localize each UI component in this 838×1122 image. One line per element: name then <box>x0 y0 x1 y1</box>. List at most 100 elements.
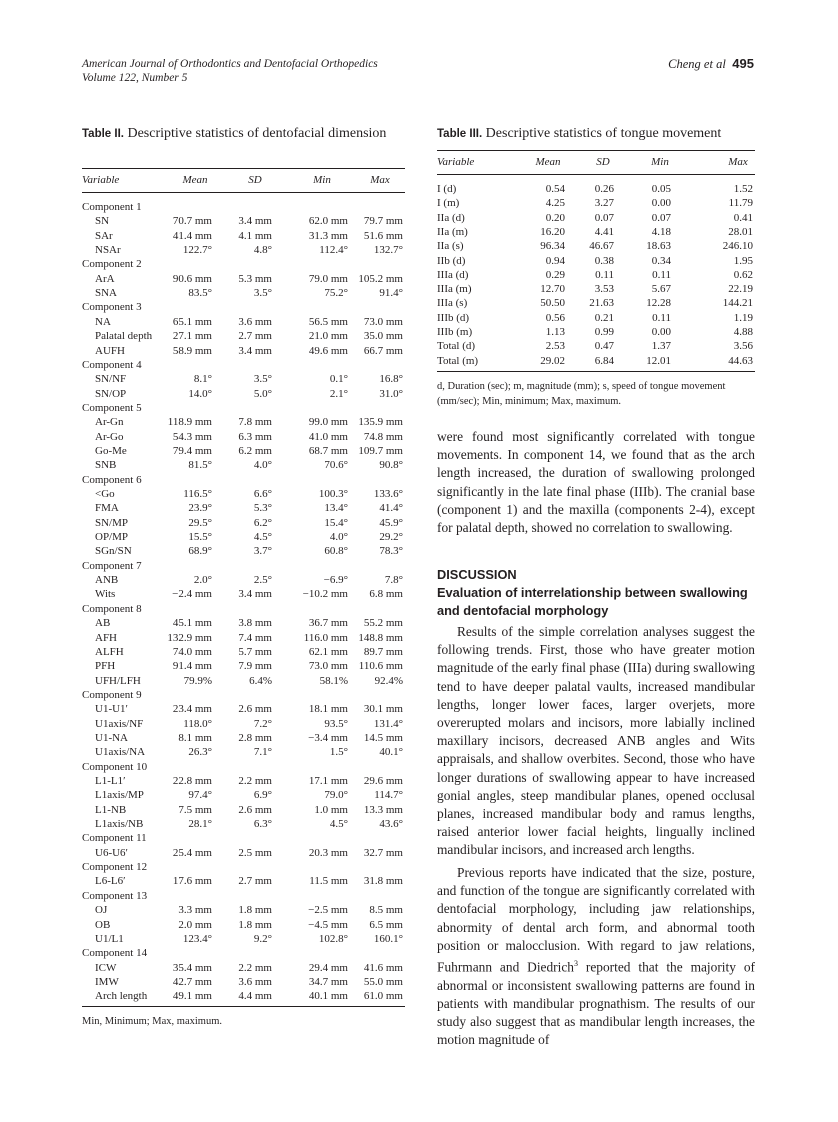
row-label: Arch length <box>95 990 148 1003</box>
table-cell: 7.2° <box>253 717 272 730</box>
table-cell: 34.7 mm <box>308 975 348 988</box>
table-cell: 79.9% <box>183 674 212 687</box>
group-label: Component 11 <box>82 832 147 845</box>
table-cell: 79.0° <box>324 789 348 802</box>
table-cell: 122.7° <box>182 244 212 257</box>
table-cell: 43.6° <box>379 818 403 831</box>
table-cell: 92.4% <box>374 674 403 687</box>
table-cell: 135.9 mm <box>358 416 403 429</box>
volume: Volume 122, Number 5 <box>82 72 188 84</box>
table-cell: 1.5° <box>329 746 348 759</box>
table-cell: 58.9 mm <box>172 344 212 357</box>
table-cell: 44.63 <box>728 354 753 367</box>
table-rule <box>437 150 755 151</box>
table-cell: 144.21 <box>722 297 753 310</box>
group-label: Component 6 <box>82 473 142 486</box>
table-cell: 54.3 mm <box>172 430 212 443</box>
column-header: SD <box>248 174 262 186</box>
table-cell: 25.4 mm <box>172 846 212 859</box>
table-cell: 2.2 mm <box>238 775 272 787</box>
table-cell: 4.5° <box>329 818 348 831</box>
table-cell: 6.2 mm <box>238 444 272 457</box>
table-cell: 118.0° <box>183 717 212 730</box>
table-cell: 29.5° <box>188 516 212 529</box>
row-label: SNA <box>95 287 118 300</box>
row-label: SNB <box>95 459 117 472</box>
table-cell: 41.0 mm <box>308 430 348 443</box>
table-cell: 0.29 <box>545 268 565 281</box>
table-cell: 14.0° <box>188 387 212 400</box>
table-cell: 4.88 <box>733 326 753 338</box>
table-cell: 50.50 <box>540 297 565 310</box>
row-label: SAr <box>95 229 113 242</box>
table-rule <box>82 1006 405 1008</box>
table-cell: 74.8 mm <box>363 430 403 443</box>
table-cell: 3.6 mm <box>238 975 272 988</box>
table-cell: 28.1° <box>188 818 212 831</box>
table-cell: 81.5° <box>188 459 212 472</box>
table-cell: 6.3° <box>253 818 272 831</box>
table-cell: 70.7 mm <box>172 215 212 228</box>
table-cell: 2.53 <box>545 340 565 353</box>
table2-caption: Table II. Descriptive statistics of dent… <box>82 125 402 143</box>
table-cell: 3.5° <box>253 287 272 300</box>
table-cell: 56.5 mm <box>308 315 348 328</box>
table-cell: 15.4° <box>324 516 348 529</box>
table-cell: 116.5° <box>183 488 212 500</box>
table-cell: 6.9° <box>253 789 272 802</box>
table-cell: 3.4 mm <box>238 588 272 601</box>
table-cell: 18.1 mm <box>308 703 348 716</box>
table-cell: 16.20 <box>540 225 565 238</box>
table-cell: 102.8° <box>318 932 348 945</box>
row-label: SN/NF <box>95 373 127 386</box>
row-label: Ar-Gn <box>95 416 124 429</box>
paragraph: Previous reports have indicated that the… <box>437 864 755 1050</box>
table-cell: 79.4 mm <box>172 444 212 457</box>
text: reported that the majority of abnormal o… <box>437 959 755 1048</box>
table-cell: 5.3 mm <box>238 272 272 285</box>
table-cell: 4.4 mm <box>238 990 272 1003</box>
table-cell: 41.6 mm <box>363 961 403 974</box>
group-label: Component 5 <box>82 401 142 414</box>
table-cell: 41.4° <box>379 502 403 515</box>
table-cell: 3.7° <box>253 545 272 558</box>
table-cell: 23.9° <box>188 502 212 515</box>
table-cell: 110.6 mm <box>358 660 403 673</box>
table-cell: 112.4° <box>319 244 348 257</box>
table-cell: 68.7 mm <box>308 444 348 457</box>
row-label: IIIb (d) <box>437 311 470 324</box>
table-cell: 29.4 mm <box>308 961 348 974</box>
table-cell: 17.1 mm <box>308 775 348 787</box>
row-label: Total (d) <box>437 340 476 353</box>
table-cell: 6.84 <box>594 354 614 367</box>
row-label: FMA <box>95 502 119 515</box>
table-cell: 131.4° <box>373 717 403 730</box>
table-cell: 23.4 mm <box>172 703 212 716</box>
citation: 3 <box>574 959 578 969</box>
table-cell: 148.8 mm <box>358 631 403 644</box>
table-cell: 0.05 <box>651 183 671 195</box>
table-cell: 3.8 mm <box>238 617 272 630</box>
table-cell: 6.4% <box>249 674 272 687</box>
table-cell: 91.4 mm <box>172 660 212 673</box>
group-label: Component 1 <box>82 201 142 213</box>
table-cell: 3.5° <box>253 373 272 386</box>
table-cell: 3.56 <box>733 340 753 353</box>
table-cell: 18.63 <box>646 240 671 253</box>
table-cell: 7.4 mm <box>238 631 272 644</box>
table-cell: 132.9 mm <box>167 631 212 644</box>
group-label: Component 14 <box>82 947 148 960</box>
table-cell: 45.9° <box>379 516 403 529</box>
table-cell: 3.4 mm <box>238 215 272 228</box>
group-label: Component 10 <box>82 760 148 773</box>
table-cell: 0.34 <box>651 254 671 267</box>
row-label: ArA <box>95 272 115 285</box>
table-cell: 40.1° <box>379 746 403 759</box>
group-label: Component 8 <box>82 602 142 615</box>
table-cell: 4.41 <box>594 225 614 238</box>
table-cell: 2.0° <box>193 574 212 587</box>
table-cell: 8.5 mm <box>369 904 403 917</box>
row-label: UFH/LFH <box>95 674 141 687</box>
caption-text: Descriptive statistics of tongue movemen… <box>485 126 722 141</box>
